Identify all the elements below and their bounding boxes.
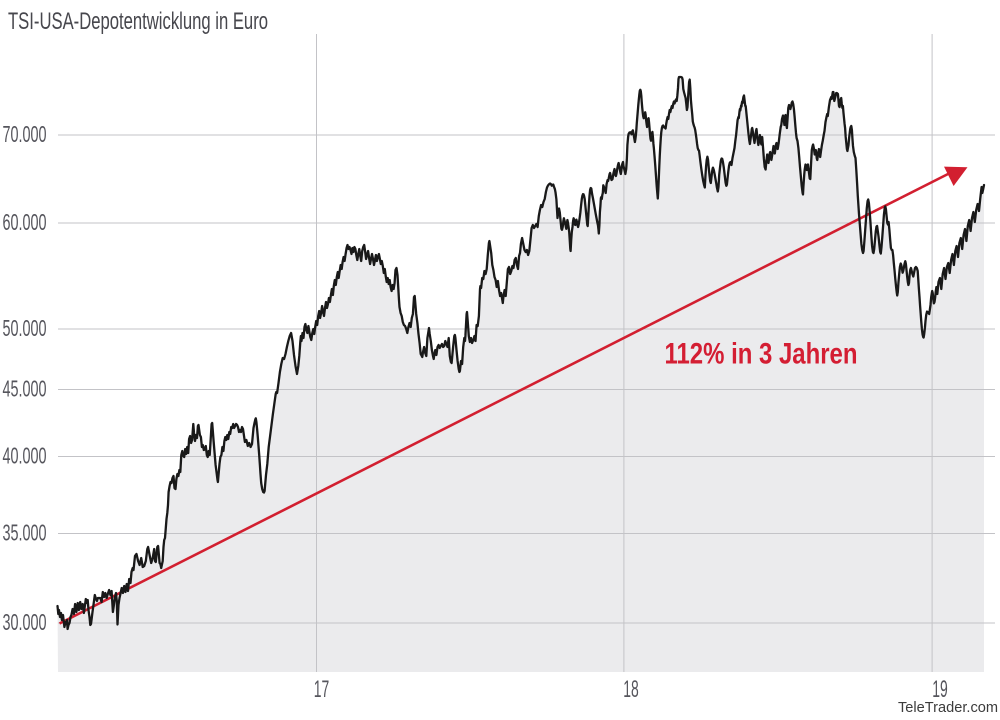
svg-text:17: 17	[314, 676, 330, 703]
svg-text:TSI-USA-Depotentwicklung in Eu: TSI-USA-Depotentwicklung in Euro	[8, 8, 268, 35]
svg-text:60.000: 60.000	[3, 209, 47, 235]
svg-text:112% in 3 Jahren: 112% in 3 Jahren	[665, 338, 858, 371]
svg-text:70.000: 70.000	[3, 121, 47, 147]
svg-text:35.000: 35.000	[3, 520, 47, 546]
svg-text:30.000: 30.000	[3, 609, 47, 635]
svg-text:19: 19	[932, 676, 948, 703]
svg-text:TeleTrader.com: TeleTrader.com	[898, 700, 998, 715]
svg-text:40.000: 40.000	[3, 443, 47, 469]
svg-text:50.000: 50.000	[3, 315, 47, 341]
svg-text:45.000: 45.000	[3, 376, 47, 402]
svg-text:18: 18	[623, 676, 639, 703]
